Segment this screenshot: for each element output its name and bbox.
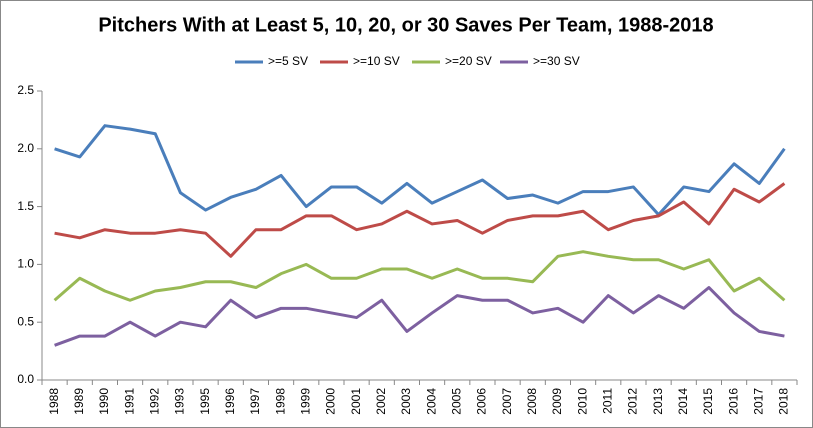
y-tick-label: 2.5 — [17, 83, 34, 97]
x-tick-label: 1993 — [173, 388, 187, 415]
y-tick-label: 0.0 — [17, 372, 34, 386]
x-tick-label: 2000 — [324, 388, 338, 415]
x-tick-label: 1996 — [223, 388, 237, 415]
chart-title: Pitchers With at Least 5, 10, 20, or 30 … — [98, 14, 713, 36]
x-tick-label: 1991 — [122, 388, 136, 415]
x-tick-label: 2017 — [751, 388, 765, 415]
y-tick-label: 1.0 — [17, 257, 34, 271]
x-tick-label: 2012 — [626, 388, 640, 415]
x-tick-label: 1992 — [147, 388, 161, 415]
x-tick-label: 2011 — [600, 388, 614, 414]
legend-label: >=10 SV — [353, 54, 400, 68]
x-tick-label: 2004 — [424, 388, 438, 415]
y-tick-label: 2.0 — [17, 141, 34, 155]
x-tick-label: 1997 — [248, 388, 262, 415]
x-tick-label: 2001 — [349, 388, 363, 415]
series-line — [54, 124, 786, 217]
x-tick-label: 2008 — [525, 388, 539, 415]
x-tick-label: 1998 — [273, 388, 287, 415]
legend-label: >=5 SV — [268, 54, 308, 68]
x-tick-label: 2014 — [676, 388, 690, 415]
x-tick-label: 2013 — [651, 388, 665, 415]
x-tick-label: 2006 — [475, 388, 489, 415]
x-tick-label: 2002 — [374, 388, 388, 415]
series-line — [54, 286, 785, 347]
x-tick-label: 2009 — [550, 388, 564, 415]
x-tick-label: 1989 — [72, 388, 86, 415]
x-tick-label: 2016 — [726, 388, 740, 415]
x-tick-label: 2005 — [449, 388, 463, 415]
x-tick-label: 2018 — [777, 388, 791, 415]
x-tick-label: 2015 — [701, 388, 715, 415]
series-line — [53, 250, 786, 302]
series-line — [54, 182, 786, 258]
x-tick-label: 1990 — [97, 388, 111, 415]
y-tick-label: 0.5 — [17, 314, 34, 328]
x-tick-label: 2007 — [500, 388, 514, 415]
x-tick-label: 1995 — [198, 388, 212, 415]
y-tick-label: 1.5 — [17, 199, 34, 213]
x-tick-label: 2003 — [399, 388, 413, 415]
legend-label: >=30 SV — [533, 54, 580, 68]
x-tick-label: 1988 — [47, 388, 61, 415]
x-tick-label: 2010 — [575, 388, 589, 415]
x-tick-label: 1999 — [298, 388, 312, 415]
legend-label: >=20 SV — [445, 54, 492, 68]
